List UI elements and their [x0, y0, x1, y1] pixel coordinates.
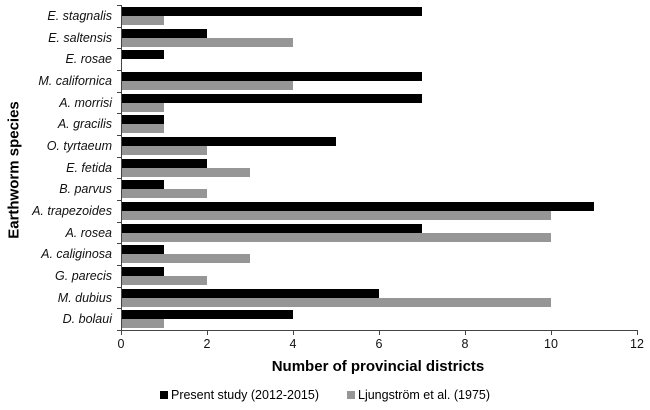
bar-ljungstrom: [122, 124, 164, 134]
category-label: E. saltensis: [48, 30, 112, 45]
bar-present-study: [122, 71, 422, 81]
legend-swatch-black: [159, 391, 168, 399]
bar-ljungstrom: [122, 167, 250, 177]
category-label: B. parvus: [59, 182, 112, 197]
category-label: G. parecis: [55, 268, 112, 283]
bar-present-study: [122, 310, 293, 320]
bar-ljungstrom: [122, 232, 551, 242]
bar-present-study: [122, 245, 164, 255]
legend-item-present-study: Present study (2012-2015): [159, 388, 319, 402]
legend: Present study (2012-2015) Ljungström et …: [0, 388, 650, 402]
x-tick-label: 10: [544, 337, 558, 351]
bar-ljungstrom: [122, 145, 207, 155]
category-label: M. dubius: [57, 290, 112, 305]
bar-present-study: [122, 223, 422, 233]
bar-present-study: [122, 158, 207, 168]
legend-swatch-gray: [347, 391, 355, 399]
category-label: M. californica: [38, 73, 112, 88]
bar-present-study: [122, 93, 422, 103]
category-label: E. stagnalis: [47, 8, 112, 23]
x-tick-label: 0: [117, 337, 125, 351]
category-label: E. rosae: [65, 52, 112, 67]
bar-present-study: [122, 201, 594, 211]
x-axis-label: Number of provincial districts: [271, 358, 485, 375]
bar-ljungstrom: [122, 80, 293, 90]
bar-ljungstrom: [122, 15, 164, 25]
category-label: A. rosea: [65, 225, 112, 240]
x-tick-label: 2: [203, 337, 211, 351]
bar-present-study: [122, 180, 164, 190]
bar-ljungstrom: [122, 319, 164, 329]
y-axis-label: Earthworm species: [5, 101, 23, 239]
x-tick-label: 4: [289, 337, 297, 351]
x-tick-label: 12: [630, 337, 644, 351]
bar-present-study: [122, 266, 164, 276]
category-label: A. morrisi: [59, 95, 112, 110]
bar-present-study: [122, 50, 164, 60]
x-tick-label: 6: [375, 337, 383, 351]
legend-label: Present study (2012-2015): [170, 388, 319, 402]
category-label: D. bolaui: [62, 312, 112, 327]
bar-present-study: [122, 6, 422, 16]
bar-present-study: [122, 115, 164, 125]
bar-ljungstrom: [122, 210, 551, 220]
bar-ljungstrom: [122, 189, 207, 199]
legend-label: Ljungström et al. (1975): [358, 388, 491, 402]
bar-ljungstrom: [122, 102, 164, 112]
category-label: O. tyrtaeum: [46, 138, 112, 153]
bar-present-study: [122, 28, 207, 38]
bar-present-study: [122, 288, 379, 298]
legend-item-ljungstrom: Ljungström et al. (1975): [347, 388, 490, 402]
bar-ljungstrom: [122, 254, 250, 264]
category-label: E. fetida: [66, 160, 112, 175]
category-label: A. gracilis: [57, 117, 112, 132]
x-tick-label: 8: [461, 337, 469, 351]
bar-ljungstrom: [122, 275, 207, 285]
bar-present-study: [122, 136, 336, 146]
bar-ljungstrom: [122, 297, 551, 307]
bar-ljungstrom: [122, 37, 293, 47]
category-label: A. caliginosa: [41, 247, 112, 262]
category-label: A. trapezoides: [32, 203, 112, 218]
